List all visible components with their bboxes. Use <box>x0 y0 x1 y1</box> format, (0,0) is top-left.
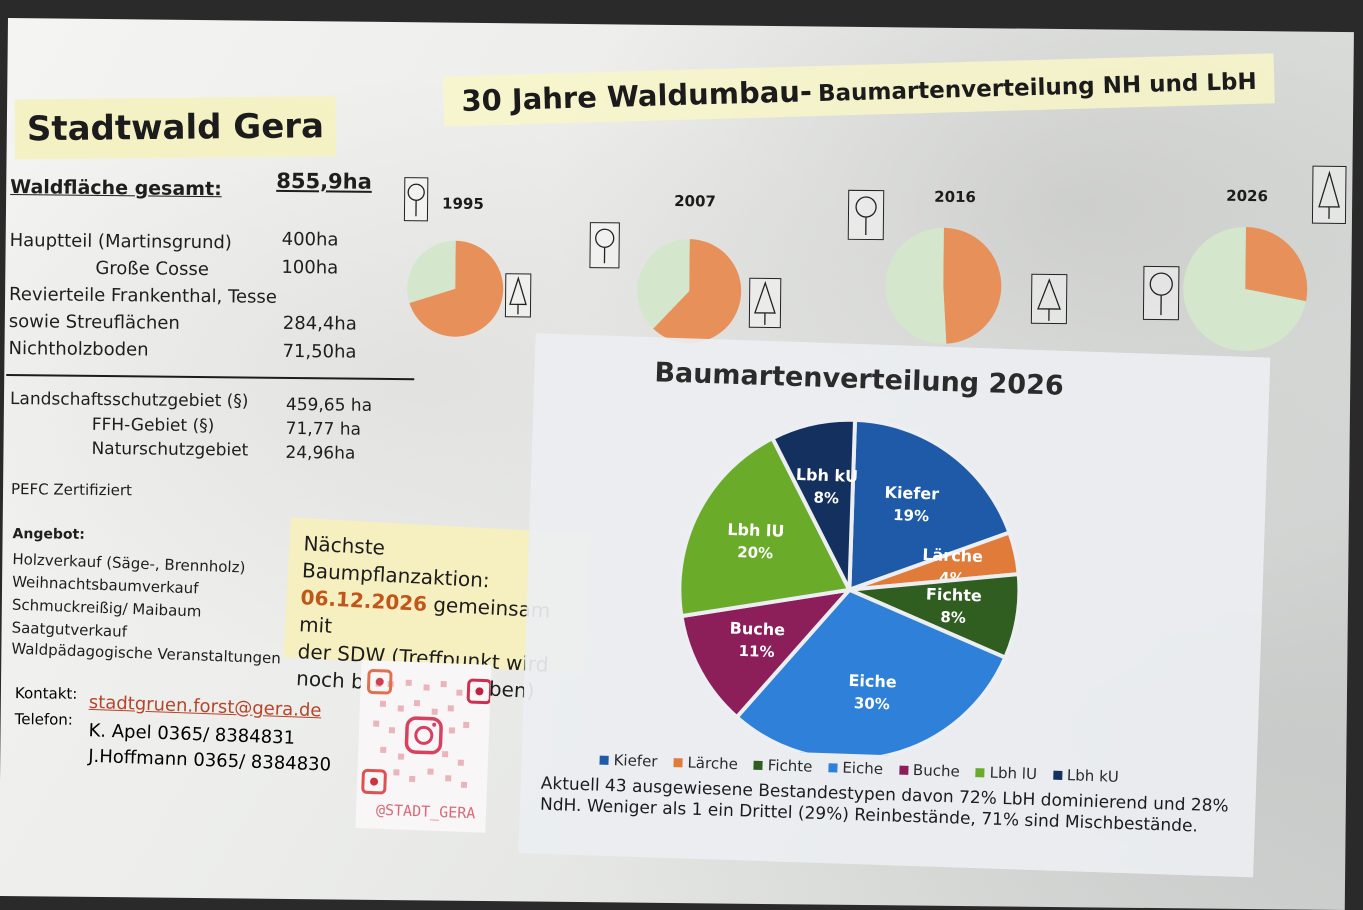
legend-label: Fichte <box>768 756 813 775</box>
pie-category-label: Buche <box>729 619 785 640</box>
pie-category-label: Lbh lU <box>727 520 785 541</box>
legend-item: Kiefer <box>599 751 657 771</box>
legend-swatch <box>673 758 682 767</box>
legend-item: Lbh kU <box>1053 766 1119 786</box>
legend-label: Buche <box>913 761 960 781</box>
legend-label: Lärche <box>687 754 738 774</box>
legend-item: Lbh lU <box>975 763 1037 783</box>
legend-swatch <box>1053 771 1062 780</box>
legend-swatch <box>828 763 837 772</box>
pie-percent-label: 8% <box>813 488 839 507</box>
protection-value: 71,77 ha <box>286 419 361 440</box>
legend-label: Kiefer <box>613 751 657 770</box>
pie-percent-label: 11% <box>738 642 774 661</box>
qr-code-icon <box>356 660 491 805</box>
conifer-tree-icon <box>505 273 531 317</box>
pie-chart-2007 <box>637 239 742 344</box>
deciduous-tree-icon <box>404 177 428 221</box>
poster: Stadtwald Gera 30 Jahre Waldumbau-Baumar… <box>0 18 1354 910</box>
pefc-label: PEFC Zertifiziert <box>11 480 132 499</box>
protection-value: 24,96ha <box>285 443 355 464</box>
legend-label: Eiche <box>842 759 883 778</box>
pie-chart-2016 <box>885 227 1002 344</box>
legend-swatch <box>976 768 985 777</box>
pie-category-label: Fichte <box>926 585 983 606</box>
legend-label: Lbh kU <box>1067 766 1119 786</box>
instagram-qr[interactable]: @STADT_GERA <box>355 660 491 833</box>
pie-slice-nh <box>1245 227 1308 301</box>
legend-item: Buche <box>899 761 960 781</box>
pie-slice-nh <box>943 228 1002 344</box>
conifer-tree-icon <box>749 278 782 328</box>
conifer-tree-icon <box>1312 166 1347 224</box>
legend-swatch <box>754 761 763 770</box>
instagram-handle: @STADT_GERA <box>376 801 476 823</box>
pie-chart-1995 <box>407 240 504 337</box>
pie-percent-label: 20% <box>737 543 773 562</box>
pie-percent-label: 19% <box>893 506 929 525</box>
deciduous-tree-icon <box>589 222 619 268</box>
telefon-label: Telefon: <box>15 710 73 729</box>
protection-label: Naturschutzgebiet <box>91 439 248 461</box>
legend-swatch <box>599 756 608 765</box>
legend-label: Lbh lU <box>989 764 1037 784</box>
contact-label: Kontakt: <box>15 684 78 703</box>
note-date: 06.12.2026 <box>300 585 428 616</box>
pie-slice-lbh <box>885 227 948 344</box>
species-pie-chart: Kiefer19%Lärche4%Fichte8%Eiche30%Buche11… <box>522 333 1270 767</box>
legend-item: Lärche <box>673 753 738 773</box>
protection-label: FFH-Gebiet (§) <box>92 415 215 436</box>
legend-item: Fichte <box>754 756 813 776</box>
protection-value: 459,65 ha <box>286 395 372 416</box>
deciduous-tree-icon <box>848 190 885 240</box>
pie-chart-2026 <box>1183 226 1308 351</box>
pie-category-label: Lbh kU <box>796 465 859 486</box>
pie-percent-label: 8% <box>940 608 966 627</box>
legend-swatch <box>899 766 908 775</box>
pie-percent-label: 30% <box>854 694 890 713</box>
offer-heading: Angebot: <box>13 526 85 543</box>
protection-label: Landschaftsschutzgebiet (§) <box>10 389 249 411</box>
legend-item: Eiche <box>828 758 883 778</box>
deciduous-tree-icon <box>1143 266 1180 320</box>
pie-category-label: Eiche <box>848 671 897 692</box>
pie-category-label: Lärche <box>922 545 983 566</box>
conifer-tree-icon <box>1031 274 1068 324</box>
pie-category-label: Kiefer <box>884 483 939 504</box>
